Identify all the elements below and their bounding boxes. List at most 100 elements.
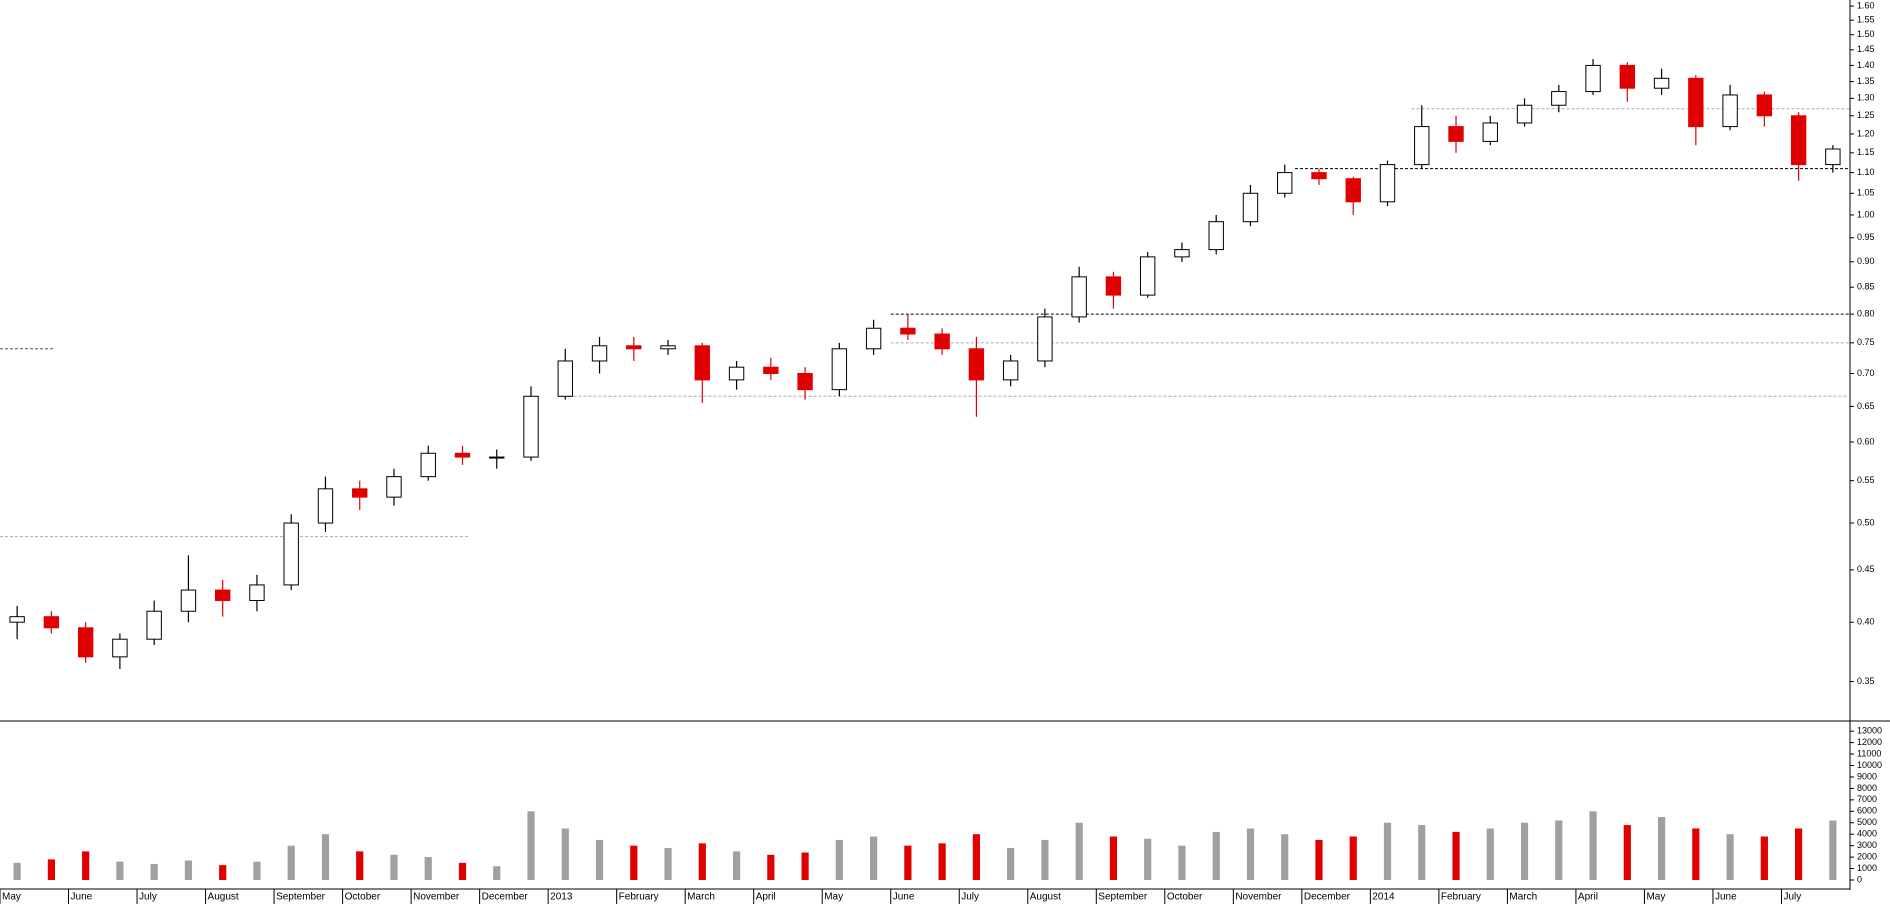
candle-body — [283, 522, 299, 586]
x-tick-label: March — [687, 892, 715, 903]
volume-bar — [287, 845, 295, 880]
candle-body — [9, 616, 25, 623]
x-tick-label: October — [1167, 892, 1203, 903]
volume-bar — [1829, 820, 1837, 880]
candle-body — [934, 333, 950, 350]
volume-bar — [1315, 839, 1323, 880]
volume-bar — [1726, 834, 1734, 880]
volume-bar — [1281, 834, 1289, 880]
candle-body — [1414, 126, 1430, 166]
y-tick-label: 0.35 — [1857, 676, 1875, 686]
volume-bar — [1623, 825, 1631, 880]
volume-bar — [732, 851, 741, 880]
volume-bar — [1007, 847, 1015, 880]
candle-body — [1345, 178, 1361, 203]
volume-bar — [1109, 836, 1118, 880]
candle-body — [797, 372, 813, 391]
volume-bar — [1760, 836, 1768, 880]
x-tick-label: May — [2, 892, 21, 903]
candle-body — [1482, 122, 1498, 142]
candle-body — [317, 488, 334, 524]
candle-body — [660, 345, 676, 350]
candle-body — [1174, 249, 1190, 258]
volume-bar — [630, 845, 638, 880]
candle-body — [420, 452, 436, 478]
x-tick-label: September — [276, 892, 326, 903]
x-tick-label: December — [482, 892, 529, 903]
candle-body — [1688, 77, 1704, 128]
y-tick-label: 0.70 — [1857, 368, 1875, 378]
y-tick-label: 0.50 — [1857, 517, 1875, 527]
x-tick-label: September — [1098, 892, 1148, 903]
volume-tick-label: 13000 — [1857, 726, 1882, 736]
y-tick-label: 0.45 — [1857, 564, 1875, 574]
x-tick-label: June — [893, 892, 915, 903]
volume-bar — [1075, 822, 1083, 880]
candle-body — [557, 360, 573, 397]
volume-bar — [1246, 828, 1255, 880]
candle-body — [77, 627, 94, 658]
y-tick-label: 1.40 — [1857, 60, 1875, 70]
candle-body — [1002, 360, 1019, 381]
candle-body — [1551, 91, 1567, 106]
candle-body — [214, 589, 231, 602]
volume-bar — [356, 851, 364, 880]
y-tick-label: 0.85 — [1857, 282, 1875, 292]
volume-bar — [1555, 820, 1563, 880]
x-tick-label: December — [1304, 892, 1351, 903]
candle-body — [694, 345, 711, 381]
y-tick-label: 0.90 — [1857, 256, 1875, 266]
candle-body — [1825, 148, 1841, 166]
x-tick-label: April — [1578, 892, 1598, 903]
x-tick-label: July — [139, 892, 157, 903]
x-tick-label: March — [1509, 892, 1537, 903]
volume-bar — [870, 836, 878, 880]
candle-body — [352, 488, 368, 498]
candle-body — [626, 345, 642, 350]
candle-body — [1619, 64, 1636, 89]
volume-tick-label: 0 — [1857, 874, 1862, 884]
volume-bar — [1383, 822, 1392, 880]
volume-tick-label: 6000 — [1857, 806, 1877, 816]
volume-bar — [458, 862, 467, 880]
x-tick-label: October — [345, 892, 381, 903]
candle-body — [1311, 172, 1327, 180]
volume-bar — [321, 834, 330, 880]
x-tick-label: June — [71, 892, 93, 903]
candle-body — [763, 366, 779, 374]
volume-bar — [1212, 831, 1220, 880]
candle-body — [865, 327, 882, 350]
volume-bar — [801, 852, 809, 880]
y-tick-label: 0.55 — [1857, 475, 1875, 485]
candle-body — [1756, 94, 1773, 117]
y-tick-label: 1.20 — [1857, 128, 1875, 138]
x-tick-label: July — [1783, 892, 1801, 903]
volume-bar — [1144, 838, 1152, 880]
volume-tick-label: 2000 — [1857, 851, 1877, 861]
candle-body — [1071, 276, 1087, 318]
candle-body — [728, 366, 745, 381]
y-tick-label: 1.10 — [1857, 167, 1875, 177]
volume-bar — [1657, 817, 1666, 880]
candle-body — [1722, 94, 1738, 128]
volume-bar — [1486, 828, 1494, 880]
volume-bar — [184, 860, 193, 880]
y-tick-label: 1.55 — [1857, 15, 1875, 25]
y-tick-label: 1.50 — [1857, 29, 1875, 39]
candle-body — [591, 345, 608, 362]
volume-tick-label: 3000 — [1857, 840, 1877, 850]
y-tick-label: 0.95 — [1857, 232, 1875, 242]
x-tick-label: November — [413, 892, 460, 903]
x-tick-label: April — [756, 892, 776, 903]
candle-body — [249, 584, 265, 602]
y-tick-label: 1.30 — [1857, 93, 1875, 103]
y-tick-label: 1.35 — [1857, 76, 1875, 86]
candle-body — [831, 348, 848, 391]
candle-body — [386, 476, 402, 498]
candle-body — [1653, 77, 1670, 89]
volume-bar — [767, 854, 775, 880]
x-tick-label: November — [1235, 892, 1282, 903]
volume-bar — [698, 843, 706, 880]
